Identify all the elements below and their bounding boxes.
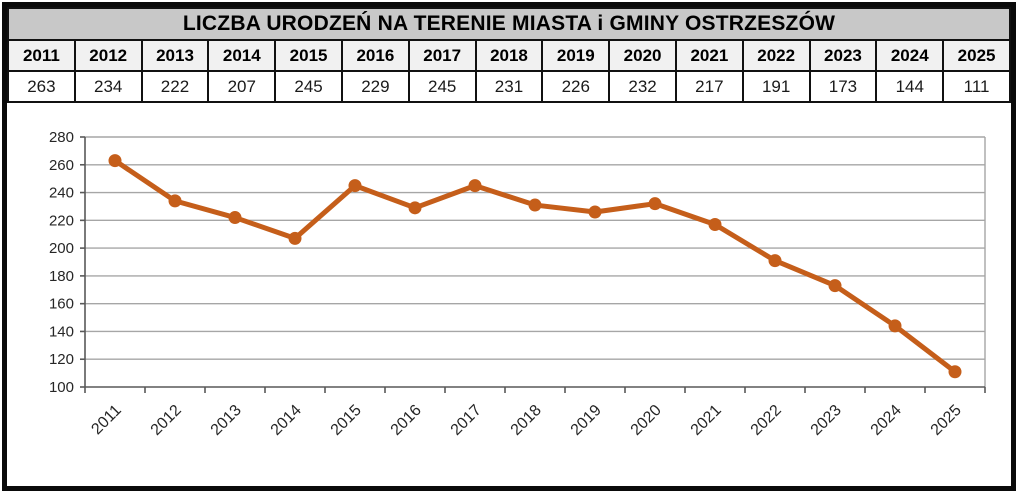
- x-axis-label: 2024: [868, 402, 905, 439]
- data-point-marker: [708, 218, 722, 231]
- x-axis-label: 2013: [208, 402, 245, 439]
- value-cell: 191: [741, 70, 811, 103]
- y-axis-label: 200: [49, 240, 74, 257]
- line-chart-area: 100 120 140 160 180 200 220 240 260 280 2011 2012 20…: [7, 103, 1011, 479]
- y-axis-label: 260: [49, 157, 74, 174]
- value-cell: 222: [140, 70, 210, 103]
- data-point-marker: [168, 194, 182, 208]
- value-cell: 207: [207, 70, 277, 103]
- values-row: 263 234 222 207 245 229 245 231 226 232 217 191 173 1…: [7, 70, 1011, 103]
- year-cell: 2022: [741, 39, 811, 72]
- year-cell: 2024: [875, 39, 945, 72]
- data-point-marker: [588, 205, 602, 219]
- year-cell: 2013: [140, 39, 210, 72]
- x-axis-label: 2023: [808, 402, 845, 439]
- x-axis-label: 2017: [448, 402, 485, 439]
- y-axis-label: 280: [49, 129, 74, 146]
- year-cell: 2018: [474, 39, 544, 72]
- data-point-marker: [948, 365, 962, 379]
- data-point-marker: [228, 211, 242, 225]
- data-point-marker: [288, 231, 302, 245]
- x-axis-label: 2020: [628, 402, 665, 439]
- x-axis-label: 2015: [328, 402, 365, 439]
- data-point-marker: [408, 201, 422, 215]
- year-cell: 2015: [274, 39, 343, 72]
- x-axis-label: 2018: [508, 402, 545, 439]
- value-cell: 144: [875, 70, 945, 103]
- data-point-marker: [888, 319, 902, 333]
- value-cell: 234: [73, 70, 143, 103]
- year-cell: 2020: [608, 39, 677, 72]
- year-cell: 2019: [541, 39, 611, 72]
- value-cell: 245: [407, 70, 477, 103]
- data-point-marker: [348, 179, 362, 193]
- data-point-marker: [768, 254, 782, 268]
- y-axis-label: 100: [49, 379, 74, 396]
- x-axis-label: 2016: [388, 402, 425, 439]
- figure-frame: LICZBA URODZEŃ NA TERENIE MIASTA i GMINY…: [2, 2, 1016, 491]
- year-cell: 2017: [407, 39, 477, 72]
- year-cell: 2021: [674, 39, 744, 72]
- x-axis-label: 2011: [88, 402, 124, 438]
- value-cell: 229: [340, 70, 410, 103]
- value-cell: 231: [474, 70, 544, 103]
- x-axis-label: 2019: [568, 402, 605, 439]
- x-axis-label: 2014: [268, 402, 305, 439]
- x-axis-label: 2021: [688, 402, 725, 439]
- y-axis-label: 160: [49, 296, 74, 313]
- value-cell: 263: [7, 70, 76, 103]
- data-point-marker: [108, 154, 122, 168]
- value-cell: 173: [808, 70, 878, 103]
- x-axis-label: 2012: [148, 402, 185, 439]
- year-cell: 2012: [73, 39, 143, 72]
- value-cell: 111: [942, 70, 1011, 103]
- data-point-marker: [828, 279, 842, 293]
- years-header-row: 2011 2012 2013 2014 2015 2016 2017 2018 2019 2020…: [7, 39, 1011, 72]
- value-cell: 245: [274, 70, 343, 103]
- y-axis-label: 180: [49, 268, 74, 285]
- data-point-marker: [468, 179, 482, 193]
- year-cell: 2014: [207, 39, 277, 72]
- year-cell: 2023: [808, 39, 878, 72]
- y-axis-label: 240: [49, 185, 74, 202]
- value-cell: 226: [541, 70, 611, 103]
- x-axis-label: 2022: [748, 402, 785, 439]
- y-axis-label: 140: [49, 323, 74, 340]
- x-axis-label: 2025: [928, 402, 965, 439]
- year-cell: 2011: [7, 39, 76, 72]
- title-row: LICZBA URODZEŃ NA TERENIE MIASTA i GMINY…: [7, 7, 1011, 41]
- year-cell: 2025: [942, 39, 1011, 72]
- data-point-marker: [648, 197, 662, 211]
- y-axis-label: 220: [49, 212, 74, 229]
- figure-title: LICZBA URODZEŃ NA TERENIE MIASTA i GMINY…: [7, 7, 1011, 41]
- births-table: LICZBA URODZEŃ NA TERENIE MIASTA i GMINY…: [7, 7, 1011, 103]
- births-line-chart: 100 120 140 160 180 200 220 240 260 280 2011 2012 20…: [49, 129, 986, 439]
- value-cell: 232: [608, 70, 677, 103]
- y-axis-label: 120: [49, 351, 74, 368]
- year-cell: 2016: [340, 39, 410, 72]
- value-cell: 217: [674, 70, 744, 103]
- data-point-marker: [528, 198, 542, 212]
